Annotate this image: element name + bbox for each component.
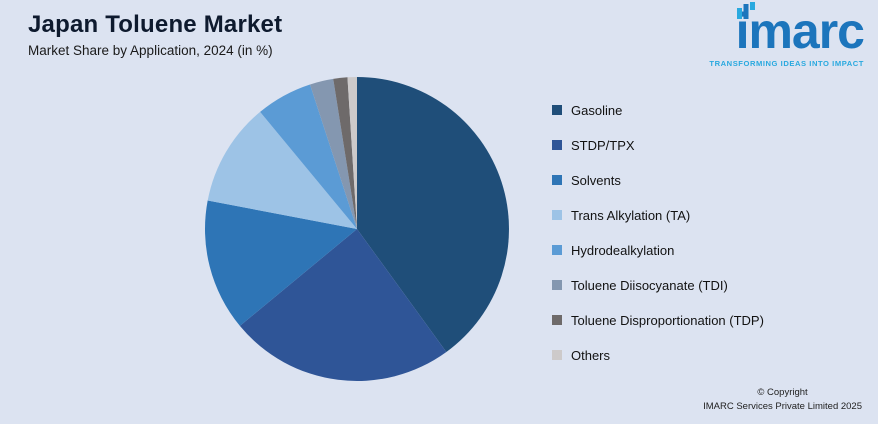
legend-swatch xyxy=(552,350,562,360)
pie-slice-7 xyxy=(333,77,357,229)
legend-label: STDP/TPX xyxy=(571,137,635,153)
legend-swatch xyxy=(552,245,562,255)
pie-slice-4 xyxy=(207,111,357,229)
pie-slice-6 xyxy=(310,78,357,230)
pie-chart xyxy=(204,77,509,381)
legend-item: Hydrodealkylation xyxy=(552,242,764,258)
legend-item: Gasoline xyxy=(552,102,764,118)
imarc-logo-text: imarc xyxy=(735,3,865,59)
legend-label: Hydrodealkylation xyxy=(571,242,675,258)
legend-item: Others xyxy=(552,347,764,363)
page-subtitle: Market Share by Application, 2024 (in %) xyxy=(28,43,273,58)
imarc-tagline: TRANSFORMING IDEAS INTO IMPACT xyxy=(709,59,864,68)
page-title: Japan Toluene Market xyxy=(28,11,283,38)
legend-item: Trans Alkylation (TA) xyxy=(552,207,764,223)
legend-label: Toluene Disproportionation (TDP) xyxy=(571,312,764,328)
legend-label: Solvents xyxy=(571,172,621,188)
legend-swatch xyxy=(552,315,562,325)
legend-swatch xyxy=(552,175,562,185)
pie-slice-5 xyxy=(260,84,357,229)
imarc-bar-chart-icon xyxy=(736,2,755,19)
copyright-line2: IMARC Services Private Limited 2025 xyxy=(703,400,862,412)
legend-swatch xyxy=(552,105,562,115)
legend-label: Trans Alkylation (TA) xyxy=(571,207,691,223)
legend-label: Others xyxy=(571,347,611,363)
pie-chart-container xyxy=(202,74,512,389)
pie-slice-8 xyxy=(347,77,357,229)
legend-swatch xyxy=(552,210,562,220)
imarc-logo-wordmark: imarc xyxy=(735,2,865,59)
legend: Gasoline STDP/TPX Solvents Trans Alkylation… xyxy=(552,102,764,363)
legend-label: Gasoline xyxy=(571,102,623,118)
legend-item: Toluene Diisocyanate (TDI) xyxy=(552,277,764,293)
legend-item: STDP/TPX xyxy=(552,137,764,153)
copyright-notice: © Copyright IMARC Services Private Limit… xyxy=(703,386,862,415)
imarc-logo: imarc TRANSFORMING IDEAS INTO IMPACT xyxy=(684,2,865,68)
pie-slice-3 xyxy=(204,200,357,326)
legend-swatch xyxy=(552,280,562,290)
legend-item: Solvents xyxy=(552,172,764,188)
pie-slice-1 xyxy=(357,77,509,352)
legend-label: Toluene Diisocyanate (TDI) xyxy=(571,277,728,293)
pie-slice-2 xyxy=(239,229,447,381)
legend-item: Toluene Disproportionation (TDP) xyxy=(552,312,764,328)
copyright-line1: © Copyright xyxy=(757,386,808,398)
legend-swatch xyxy=(552,140,562,150)
